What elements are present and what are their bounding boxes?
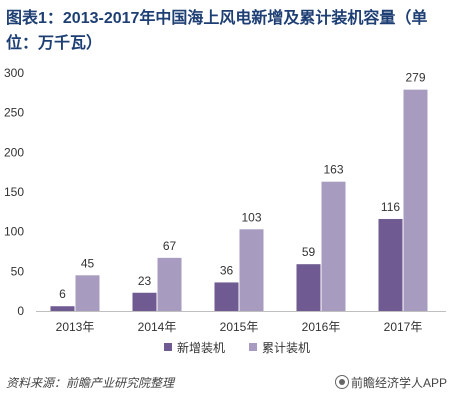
bar-new xyxy=(296,264,321,311)
y-tick-label: 250 xyxy=(4,106,24,120)
legend-label: 累计装机 xyxy=(262,341,310,355)
source-note: 资料来源：前瞻产业研究院整理 xyxy=(6,376,175,390)
brand-text: 前瞻经济学人APP xyxy=(350,376,447,390)
x-tick-label: 2013年 xyxy=(56,320,95,334)
y-tick-label: 200 xyxy=(4,145,24,159)
legend-label: 新增装机 xyxy=(177,340,225,355)
x-axis: 2013年 2014年 2015年 2016年 2017年 xyxy=(36,311,446,334)
data-label: 45 xyxy=(81,256,95,270)
brand-logo-icon xyxy=(334,375,349,389)
brand-label: 前瞻经济学人APP xyxy=(334,374,447,391)
data-labels: 6 45 23 67 36 103 59 163 116 279 xyxy=(59,71,426,302)
data-label: 36 xyxy=(220,263,234,277)
x-tick-label: 2016年 xyxy=(302,320,341,334)
x-tick-label: 2014年 xyxy=(138,320,177,334)
bar-chart: 0 50 100 150 200 250 300 6 45 23 67 36 103 59 163 116 2… xyxy=(4,66,446,355)
data-label: 23 xyxy=(138,274,152,288)
data-label: 103 xyxy=(241,210,261,224)
legend-swatch xyxy=(164,343,172,351)
bar-cumulative xyxy=(239,229,264,311)
legend-swatch xyxy=(249,343,257,351)
y-tick-label: 150 xyxy=(4,185,24,199)
data-label: 116 xyxy=(381,200,400,214)
bar-cumulative xyxy=(75,275,100,311)
bar-cumulative xyxy=(321,181,346,311)
bar-new xyxy=(214,282,239,311)
y-axis: 0 50 100 150 200 250 300 xyxy=(4,66,24,318)
data-label: 59 xyxy=(302,245,316,259)
data-label: 67 xyxy=(163,239,177,253)
bar-new xyxy=(132,292,157,311)
bar-new xyxy=(50,306,75,311)
chart-title: 图表1：2013-2017年中国海上风电新增及累计装机容量（单位：万千瓦） xyxy=(6,10,428,52)
bars xyxy=(50,89,428,311)
y-tick-label: 50 xyxy=(11,264,25,278)
y-tick-label: 0 xyxy=(17,304,24,318)
x-tick-label: 2015年 xyxy=(220,320,259,334)
bar-cumulative xyxy=(403,89,428,311)
y-tick-label: 300 xyxy=(4,66,24,80)
x-tick-label: 2017年 xyxy=(384,320,423,334)
data-label: 6 xyxy=(59,287,66,301)
y-tick-label: 100 xyxy=(4,225,24,239)
data-label: 163 xyxy=(323,163,343,177)
bar-cumulative xyxy=(157,257,182,311)
legend: 新增装机 累计装机 xyxy=(164,340,310,355)
bar-new xyxy=(378,218,403,311)
data-label: 279 xyxy=(405,71,425,85)
